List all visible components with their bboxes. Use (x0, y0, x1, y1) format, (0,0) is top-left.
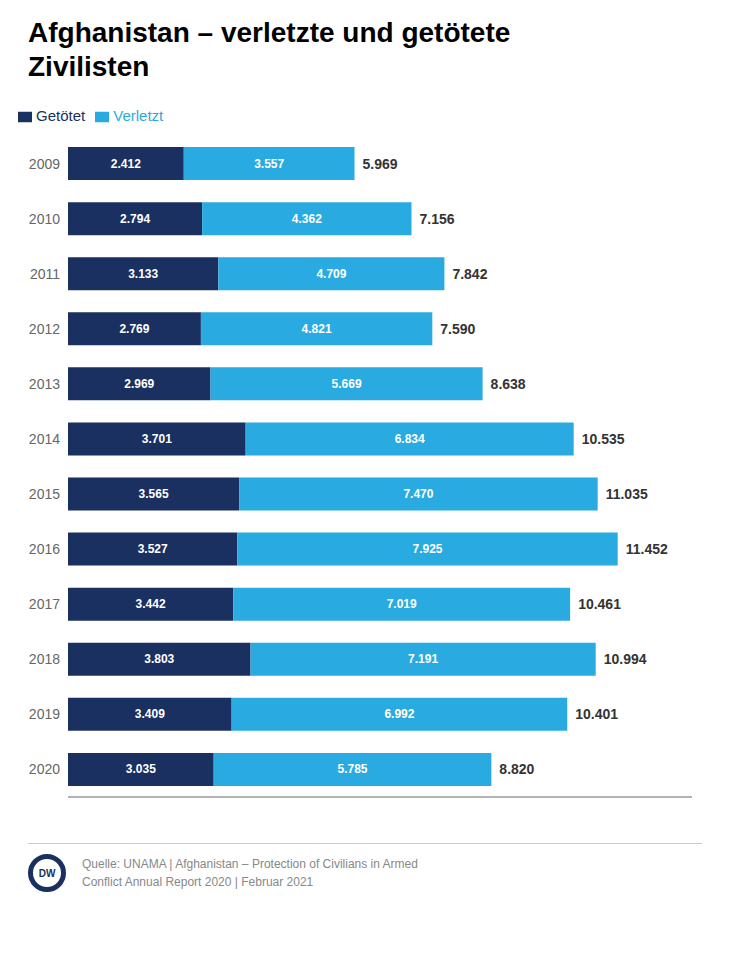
svg-text:7.191: 7.191 (408, 652, 438, 666)
svg-text:7.019: 7.019 (387, 597, 417, 611)
svg-text:4.821: 4.821 (302, 322, 332, 336)
svg-text:2014: 2014 (29, 431, 60, 447)
svg-text:10.994: 10.994 (604, 651, 647, 667)
svg-text:7.470: 7.470 (403, 487, 433, 501)
svg-text:3.409: 3.409 (135, 708, 165, 722)
svg-text:8.638: 8.638 (491, 376, 526, 392)
svg-text:6.834: 6.834 (395, 432, 425, 446)
svg-text:3.527: 3.527 (138, 542, 168, 556)
svg-text:2019: 2019 (29, 707, 60, 723)
svg-text:11.035: 11.035 (606, 486, 648, 502)
html-text:Afghanistan – verletzte und ge: Afghanistan – verletzte und getötete Ziv… (28, 17, 511, 82)
svg-text:2016: 2016 (29, 541, 60, 557)
svg-text:3.557: 3.557 (254, 157, 284, 171)
svg-text:2018: 2018 (29, 651, 60, 667)
html-text:Getötet: Getötet (36, 107, 86, 125)
svg-text:7.156: 7.156 (419, 211, 454, 227)
svg-text:3.701: 3.701 (142, 432, 172, 446)
svg-text:2009: 2009 (29, 156, 60, 172)
svg-text:3.133: 3.133 (128, 267, 158, 281)
svg-text:7.590: 7.590 (440, 321, 475, 337)
svg-text:3.035: 3.035 (126, 763, 156, 777)
svg-text:10.461: 10.461 (578, 596, 621, 612)
svg-text:2013: 2013 (29, 376, 60, 392)
svg-text:7.925: 7.925 (412, 542, 442, 556)
svg-text:2.412: 2.412 (111, 157, 141, 171)
svg-text:5.785: 5.785 (338, 763, 368, 777)
svg-text:2012: 2012 (29, 321, 60, 337)
html-text:Verletzt: Verletzt (113, 107, 164, 125)
svg-text:3.803: 3.803 (144, 652, 174, 666)
html-text:DW: DW (38, 867, 56, 879)
svg-text:4.362: 4.362 (292, 212, 322, 226)
svg-text:2020: 2020 (29, 762, 60, 778)
svg-text:3.442: 3.442 (136, 597, 166, 611)
svg-text:2015: 2015 (29, 486, 60, 502)
svg-text:2011: 2011 (30, 266, 60, 282)
svg-text:3.565: 3.565 (139, 487, 169, 501)
svg-text:4.709: 4.709 (316, 267, 346, 281)
svg-text:11.452: 11.452 (626, 541, 668, 557)
svg-text:2.769: 2.769 (119, 322, 149, 336)
svg-text:2017: 2017 (29, 596, 60, 612)
html-text:Quelle: UNAMA | Afghanistan –: Quelle: UNAMA | Afghanistan – Protection… (82, 857, 418, 890)
svg-text:2.794: 2.794 (120, 212, 150, 226)
svg-text:5.969: 5.969 (363, 156, 398, 172)
svg-text:8.820: 8.820 (499, 762, 534, 778)
svg-text:10.535: 10.535 (582, 431, 625, 447)
svg-text:7.842: 7.842 (452, 266, 487, 282)
svg-text:2010: 2010 (29, 211, 60, 227)
svg-text:5.669: 5.669 (332, 377, 362, 391)
svg-text:6.992: 6.992 (384, 708, 414, 722)
svg-text:10.401: 10.401 (575, 707, 618, 723)
svg-text:2.969: 2.969 (124, 377, 154, 391)
